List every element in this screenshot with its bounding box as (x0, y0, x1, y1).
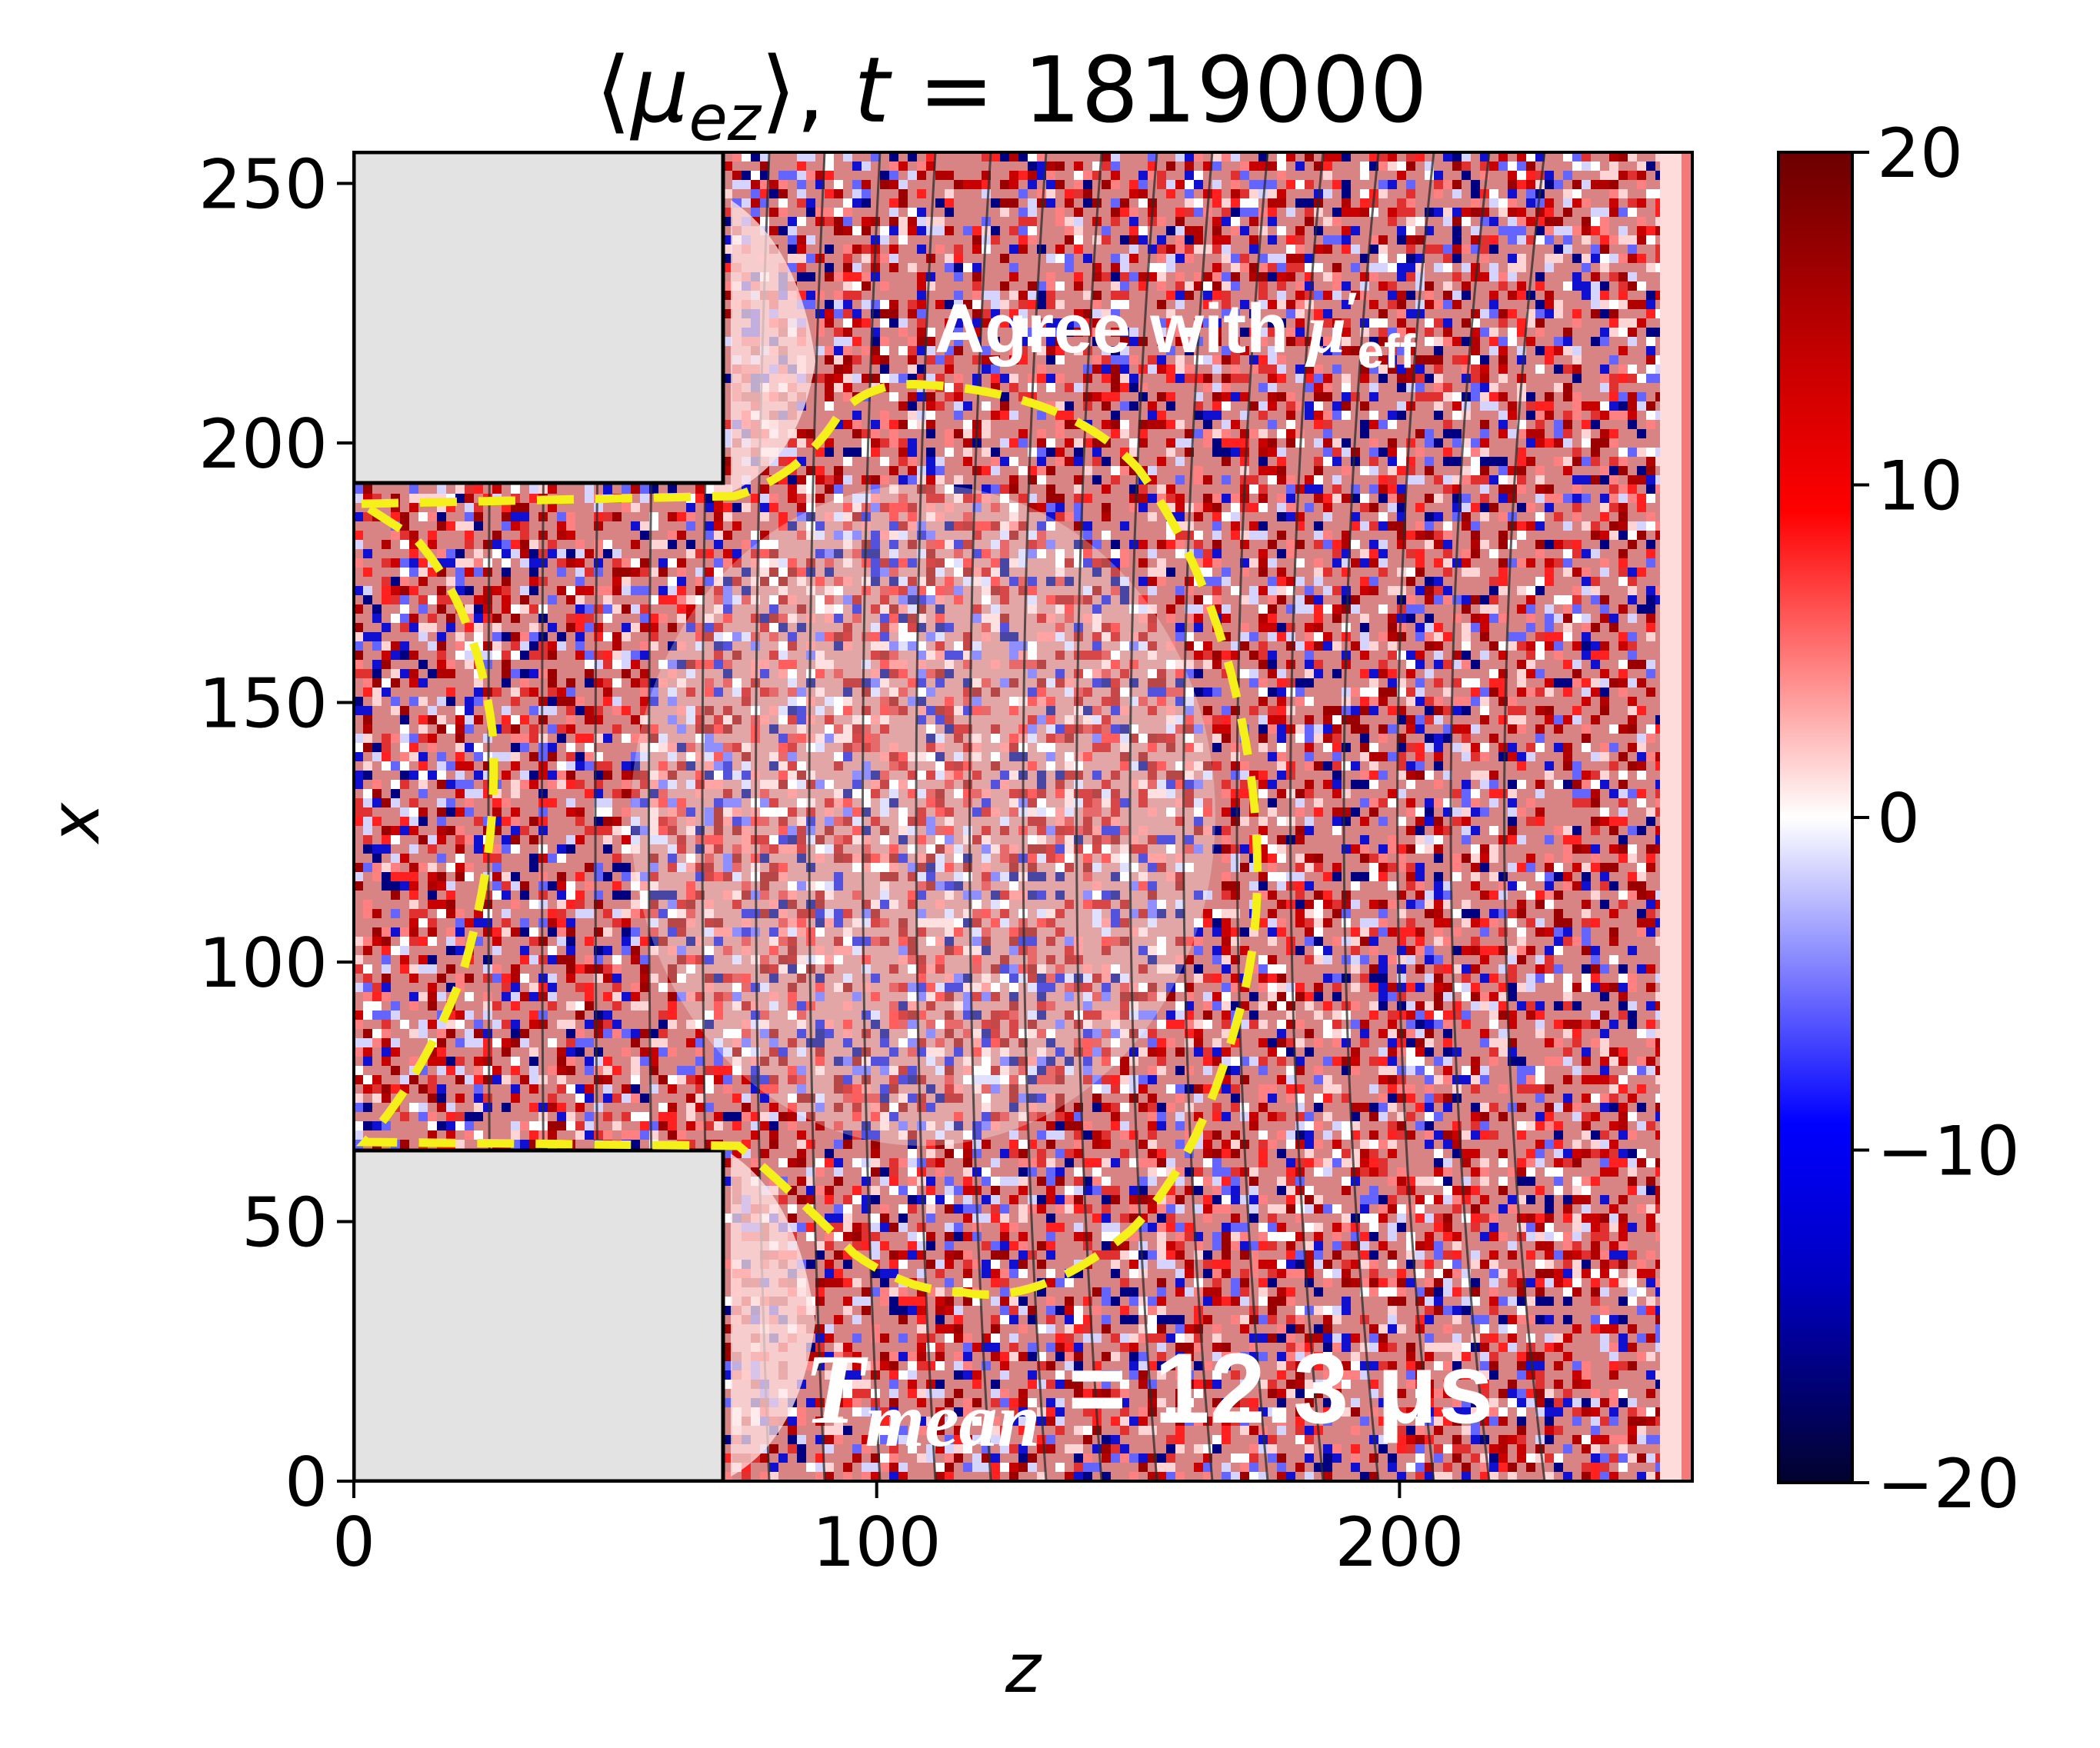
field-line (1449, 152, 1491, 1481)
y-axis-label: x (35, 802, 115, 845)
center-wash (631, 484, 1215, 1146)
x-axis-label: z (1005, 1629, 1042, 1708)
y-axis: 0 50 100 150 200 250 (198, 145, 354, 1522)
tmean-annotation: Tmean = 12.3 μs (804, 1332, 1493, 1463)
field-line (1235, 152, 1269, 1481)
y-tick-label: 0 (285, 1443, 328, 1522)
lower-electrode-glow (731, 1154, 815, 1477)
colorbar-tick-label: 0 (1877, 779, 1920, 858)
plot-area (354, 152, 1692, 1481)
y-tick-label: 50 (242, 1184, 328, 1263)
chart-title: ⟨μez⟩, t = 1819000 (595, 37, 1427, 155)
field-line (1289, 152, 1325, 1481)
field-line (1128, 152, 1158, 1481)
field-line (862, 152, 882, 1481)
field-line (1503, 152, 1546, 1481)
upper-electrode-glow (731, 200, 815, 492)
x-tick-label: 200 (1335, 1503, 1464, 1582)
y-tick-label: 100 (198, 924, 328, 1003)
colorbar-ticks: 20 10 0 −10 −20 (1852, 114, 2020, 1523)
y-tick-label: 200 (198, 405, 328, 484)
colorbar (1777, 151, 1854, 1484)
lower-electrode (354, 1148, 725, 1481)
upper-electrode (354, 152, 725, 485)
colorbar-tick-label: −20 (1877, 1444, 2020, 1523)
field-line (1396, 152, 1435, 1481)
right-boundary-edge (1682, 152, 1692, 1481)
colorbar-tick-label: 10 (1877, 447, 1963, 526)
noise-layer (354, 152, 1692, 1481)
field-line (1182, 152, 1214, 1481)
x-tick-label: 0 (332, 1503, 375, 1582)
agree-annotation: Agree with μ′eff (935, 283, 1416, 378)
field-line (1022, 152, 1048, 1481)
noise-layer (354, 152, 1692, 1481)
field-line (1342, 152, 1380, 1481)
x-tick-label: 100 (812, 1503, 942, 1582)
plot-frame (352, 151, 1694, 1483)
noise-layer (354, 152, 1692, 1481)
colorbar-tick-label: −10 (1877, 1112, 2020, 1191)
field-line (915, 152, 937, 1481)
colorbar-tick-label: 20 (1877, 114, 1963, 193)
field-line (1075, 152, 1103, 1481)
x-axis: 0 100 200 (332, 1481, 1464, 1582)
region-outline (354, 380, 1262, 1299)
y-tick-label: 250 (198, 145, 328, 225)
y-tick-label: 150 (198, 664, 328, 744)
field-line (968, 152, 992, 1481)
field-line (808, 152, 826, 1481)
